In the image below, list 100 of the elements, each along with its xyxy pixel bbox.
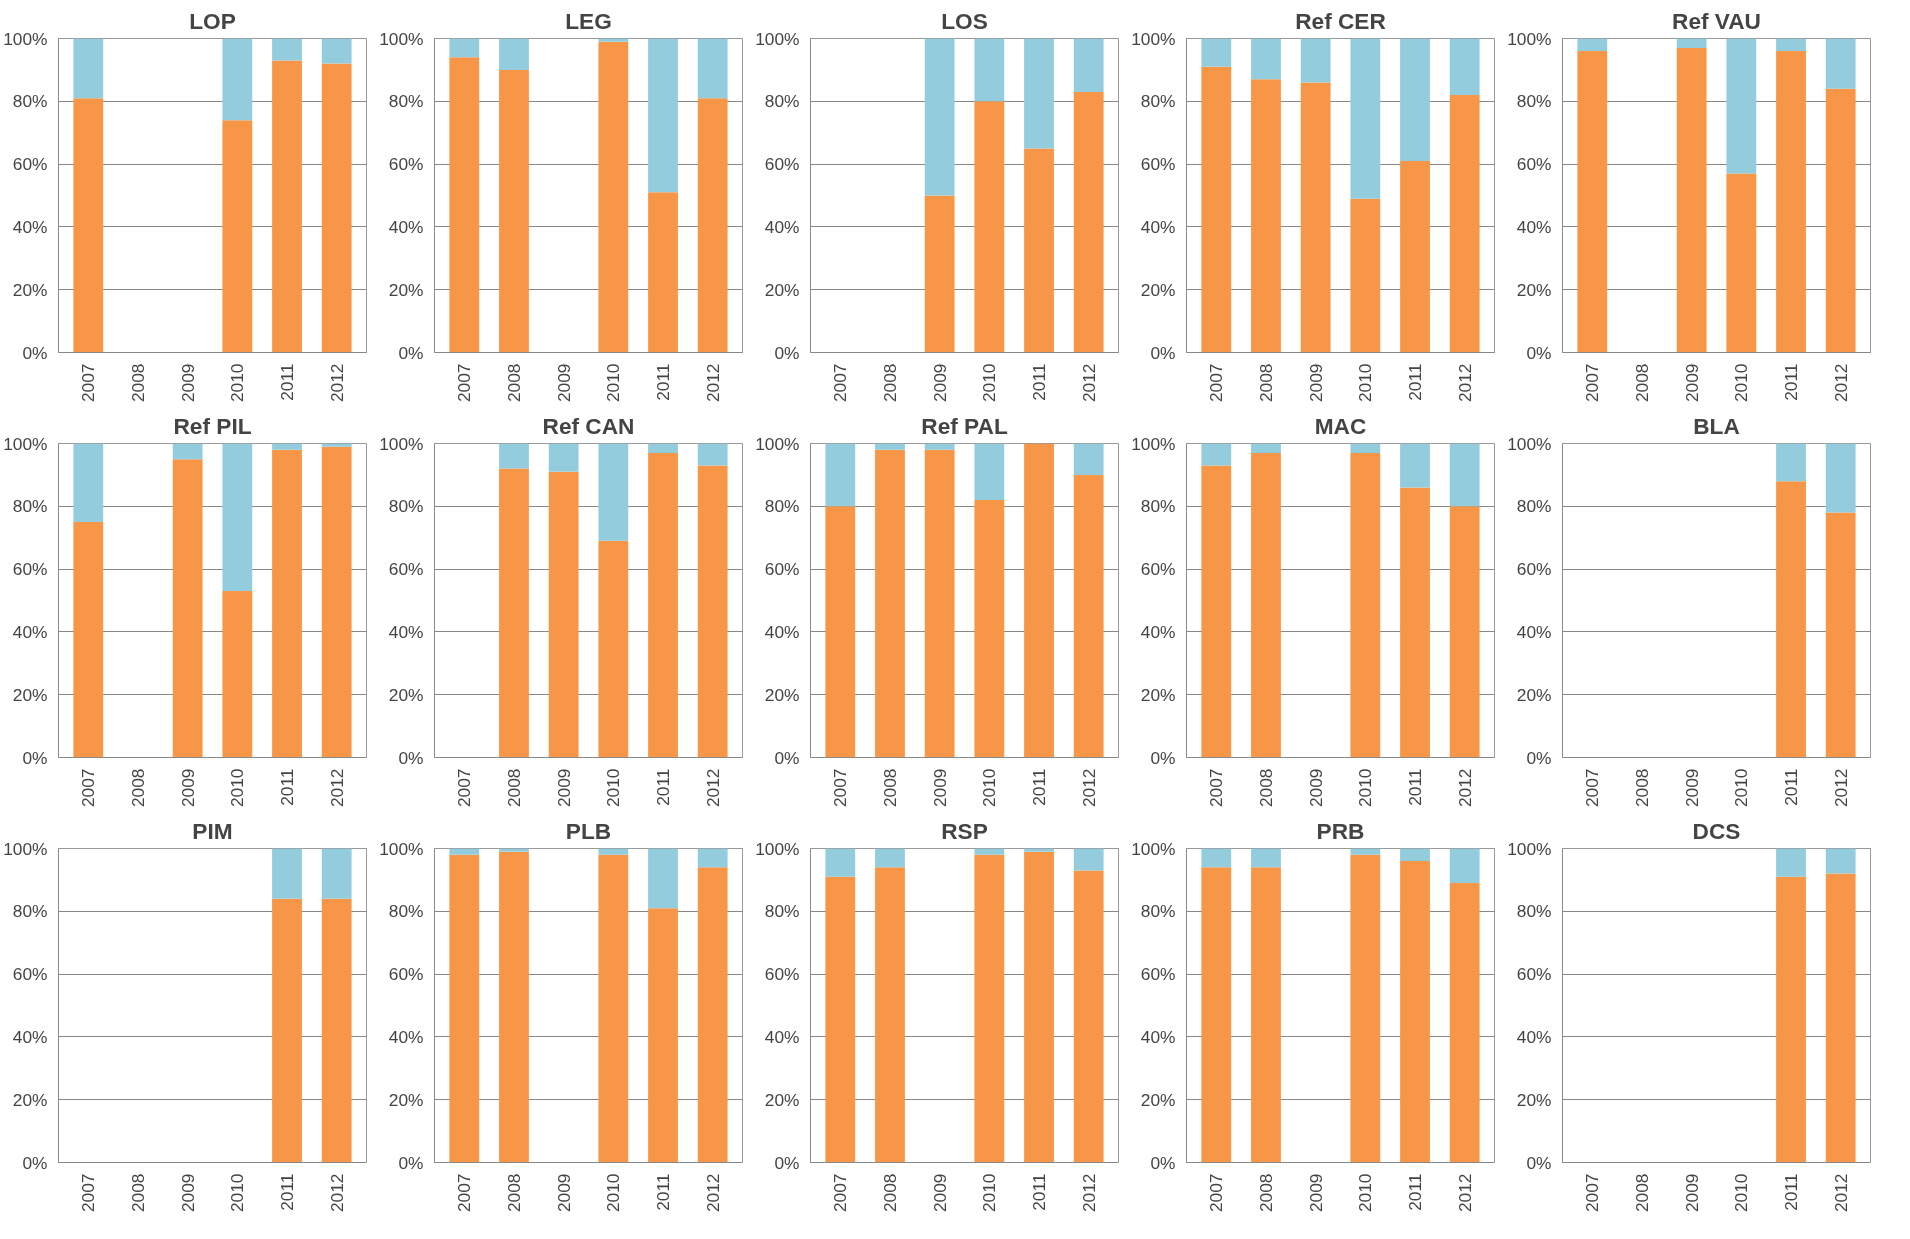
x-tick-label: 2010	[979, 363, 1000, 403]
y-tick-label: 60%	[1516, 964, 1552, 985]
y-tick-label: 60%	[764, 964, 800, 985]
y-tick-label: 20%	[764, 279, 800, 300]
chart-title: LEG	[565, 7, 612, 34]
y-tick-label: 40%	[388, 216, 424, 237]
x-tick-label: 2009	[1305, 363, 1326, 403]
x-tick-label: 2010	[227, 1173, 248, 1213]
x-tick-label: 2012	[702, 363, 723, 403]
x-tick-label: 2007	[78, 1173, 99, 1213]
x-tick-label: 2009	[177, 1173, 198, 1213]
y-tick-label: 80%	[388, 901, 424, 922]
y-tick-label: 40%	[1140, 1026, 1176, 1047]
y-tick-label: 100%	[1131, 28, 1176, 49]
x-tick-label: 2009	[1305, 768, 1326, 808]
x-tick-label: 2012	[1454, 1173, 1475, 1213]
x-tick-label: 2008	[1255, 363, 1276, 403]
chart-title: PRB	[1316, 817, 1365, 844]
x-tick-label: 2012	[702, 1173, 723, 1213]
y-tick-label: 20%	[1140, 684, 1176, 705]
x-tick-label: 2012	[1830, 1173, 1851, 1213]
x-tick-label: 2010	[603, 768, 624, 808]
chart-title: Ref PAL	[921, 412, 1008, 439]
y-tick-label: 60%	[1516, 559, 1552, 580]
y-tick-label: 80%	[1140, 496, 1176, 517]
x-tick-label: 2011	[1029, 768, 1050, 806]
x-tick-label: 2009	[1681, 363, 1702, 403]
y-tick-label: 80%	[388, 496, 424, 517]
x-tick-label: 2010	[1355, 363, 1376, 403]
y-tick-label: 0%	[22, 342, 48, 363]
y-tick-label: 60%	[1516, 154, 1552, 175]
x-tick-label: 2007	[454, 1173, 475, 1213]
x-tick-label: 2011	[653, 768, 674, 806]
x-tick-label: 2007	[830, 363, 851, 403]
x-tick-label: 2007	[78, 363, 99, 403]
x-tick-label: 2010	[1355, 1173, 1376, 1213]
chart-title: Ref VAU	[1672, 7, 1761, 34]
y-tick-label: 40%	[12, 216, 48, 237]
x-tick-label: 2011	[277, 1173, 298, 1211]
chart-title: MAC	[1314, 412, 1367, 439]
x-tick-label: 2012	[1454, 768, 1475, 808]
y-tick-label: 40%	[1516, 216, 1552, 237]
y-tick-label: 0%	[1150, 342, 1176, 363]
y-tick-label: 40%	[1516, 1026, 1552, 1047]
y-tick-label: 20%	[12, 1089, 48, 1110]
x-tick-label: 2011	[653, 363, 674, 401]
x-tick-label: 2010	[1731, 768, 1752, 808]
y-tick-label: 80%	[1516, 496, 1552, 517]
y-tick-label: 100%	[755, 28, 800, 49]
x-tick-label: 2009	[1681, 1173, 1702, 1213]
chart-title: Ref CAN	[542, 412, 635, 439]
y-tick-label: 60%	[764, 154, 800, 175]
x-tick-label: 2011	[1029, 363, 1050, 401]
y-tick-label: 20%	[1516, 279, 1552, 300]
y-tick-label: 80%	[1140, 901, 1176, 922]
x-tick-label: 2010	[979, 768, 1000, 808]
x-tick-label: 2011	[1029, 1173, 1050, 1211]
x-tick-label: 2008	[127, 768, 148, 808]
y-tick-label: 0%	[774, 342, 800, 363]
y-tick-label: 80%	[1516, 901, 1552, 922]
x-tick-label: 2007	[454, 363, 475, 403]
x-tick-label: 2007	[1206, 1173, 1227, 1213]
y-tick-label: 0%	[22, 747, 48, 768]
y-tick-label: 60%	[12, 964, 48, 985]
y-tick-label: 80%	[764, 496, 800, 517]
y-tick-label: 100%	[755, 838, 800, 859]
x-tick-label: 2011	[1781, 1173, 1802, 1211]
y-tick-label: 40%	[12, 1026, 48, 1047]
x-tick-label: 2009	[177, 768, 198, 808]
y-tick-label: 60%	[12, 559, 48, 580]
y-tick-label: 0%	[774, 1152, 800, 1173]
x-tick-label: 2012	[1078, 768, 1099, 808]
chart-title: BLA	[1693, 412, 1740, 439]
y-tick-label: 40%	[388, 621, 424, 642]
y-tick-label: 20%	[764, 1089, 800, 1110]
y-tick-label: 100%	[3, 433, 48, 454]
x-tick-label: 2011	[1781, 363, 1802, 401]
x-tick-label: 2008	[1255, 1173, 1276, 1213]
x-tick-label: 2007	[1206, 768, 1227, 808]
x-tick-label: 2012	[1454, 363, 1475, 403]
x-tick-label: 2010	[227, 363, 248, 403]
y-tick-label: 100%	[379, 28, 424, 49]
x-tick-label: 2009	[929, 363, 950, 403]
x-tick-label: 2008	[1631, 768, 1652, 808]
chart-title: Ref PIL	[173, 412, 252, 439]
y-tick-label: 0%	[398, 342, 424, 363]
y-tick-label: 80%	[1140, 91, 1176, 112]
x-tick-label: 2008	[503, 1173, 524, 1213]
x-tick-label: 2011	[277, 363, 298, 401]
y-tick-label: 100%	[1131, 433, 1176, 454]
y-tick-label: 20%	[388, 1089, 424, 1110]
x-tick-label: 2007	[1582, 1173, 1603, 1213]
x-tick-label: 2007	[78, 768, 99, 808]
y-tick-label: 80%	[1516, 91, 1552, 112]
y-tick-label: 100%	[755, 433, 800, 454]
y-tick-label: 100%	[3, 28, 48, 49]
x-tick-label: 2010	[1731, 363, 1752, 403]
y-tick-label: 100%	[1507, 838, 1552, 859]
y-tick-label: 0%	[1526, 342, 1552, 363]
chart-title: LOS	[941, 7, 988, 34]
